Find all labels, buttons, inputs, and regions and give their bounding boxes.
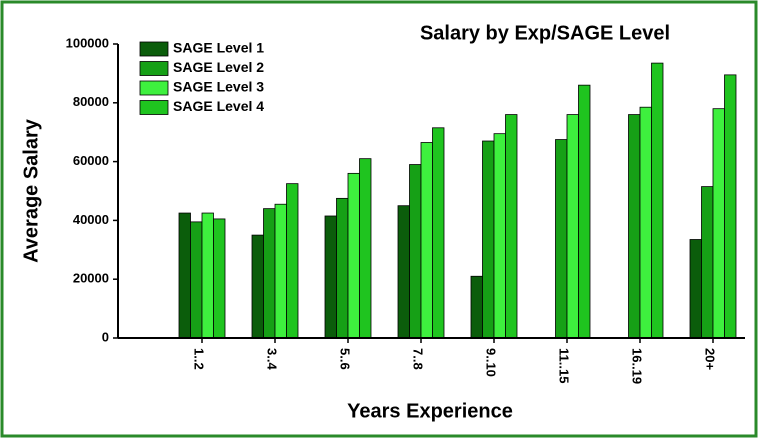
x-tick-label: 16..19 (630, 348, 645, 384)
bar (251, 234, 264, 339)
bar (274, 203, 287, 339)
legend-label: SAGE Level 2 (173, 59, 264, 75)
x-tick-label: 5..6 (338, 348, 353, 370)
x-tick-label: 11..15 (557, 348, 572, 383)
legend-swatch (139, 61, 169, 76)
x-tick-label: 3..4 (265, 348, 280, 370)
y-tick-label: 80000 (73, 94, 109, 109)
legend-label: SAGE Level 4 (173, 98, 264, 114)
bar (639, 106, 652, 339)
bar (409, 164, 422, 339)
bar (689, 239, 702, 339)
bar (347, 172, 360, 339)
bar (555, 139, 568, 339)
bar (213, 218, 226, 339)
bar (178, 212, 191, 339)
y-tick-label: 100000 (66, 35, 109, 50)
x-tick-label: 9..10 (484, 348, 499, 377)
bar (432, 127, 445, 339)
y-tick-label: 60000 (73, 153, 109, 168)
bar (470, 275, 483, 339)
x-tick-label: 7..8 (411, 348, 426, 370)
bar (336, 197, 349, 339)
bar (566, 114, 579, 339)
bar (712, 108, 725, 339)
bar (190, 221, 203, 339)
bar (651, 62, 664, 339)
bar (286, 183, 299, 339)
bar (420, 142, 433, 339)
x-tick-label: 20+ (703, 348, 718, 370)
bar (724, 74, 737, 339)
legend-swatch (139, 100, 169, 115)
bar (359, 158, 372, 339)
legend-label: SAGE Level 3 (173, 79, 264, 95)
bar (201, 212, 214, 339)
x-tick-label: 1..2 (192, 348, 207, 370)
bar (324, 215, 337, 339)
legend-swatch (139, 80, 169, 96)
y-tick-label: 40000 (73, 212, 109, 227)
chart-title: Salary by Exp/SAGE Level (420, 22, 670, 44)
y-tick-label: 20000 (73, 271, 109, 286)
bar (628, 114, 641, 339)
bar (505, 114, 518, 339)
bar (482, 140, 495, 339)
legend-label: SAGE Level 1 (173, 40, 264, 56)
bar (493, 133, 506, 339)
bar (263, 208, 276, 339)
y-axis-label: Average Salary (20, 118, 42, 263)
bar (701, 186, 714, 339)
bar (578, 84, 591, 339)
legend-swatch (139, 41, 169, 57)
x-axis-label: Years Experience (347, 400, 513, 422)
y-tick-label: 0 (102, 329, 109, 344)
bar (397, 205, 410, 339)
